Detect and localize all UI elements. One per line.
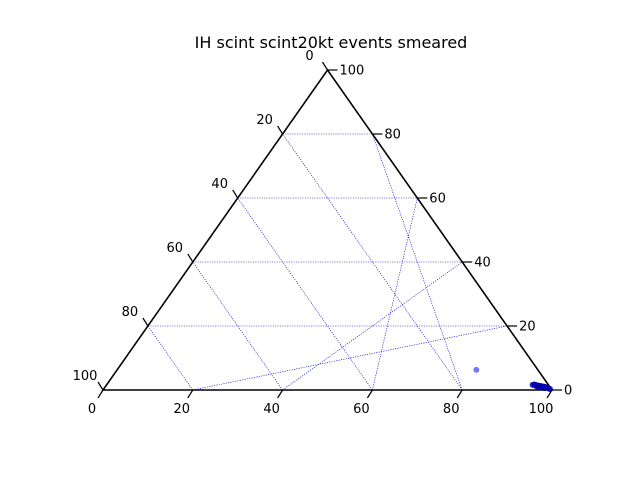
right-tick-label-80: 80 [384, 128, 401, 143]
right-tick-label-60: 60 [429, 192, 446, 207]
left-tick-label-80: 80 [122, 305, 139, 320]
grid-line-bottom-60 [372, 197, 418, 391]
grid-line-bottom-20 [192, 325, 508, 391]
axis-layer [101, 68, 554, 391]
point-layer [473, 366, 553, 393]
data-point-0-15 [546, 386, 553, 393]
bottom-tick-label-20: 20 [174, 402, 191, 417]
grid-line-left-40 [237, 197, 373, 391]
left-tick-80 [142, 317, 149, 327]
right-tick-label-100: 100 [340, 64, 365, 79]
grid-line-bottom-80 [372, 133, 463, 391]
grid-line-left-60 [192, 261, 283, 391]
bottom-tick-0 [97, 389, 104, 399]
right-tick-label-40: 40 [474, 256, 491, 271]
bottom-tick-label-0: 0 [88, 402, 96, 417]
data-point-1-0 [473, 366, 480, 373]
right-tick-label-0: 0 [564, 384, 572, 399]
bottom-tick-20 [187, 389, 194, 399]
left-tick-0 [321, 61, 329, 71]
left-tick-label-100: 100 [73, 369, 98, 384]
bottom-tick-label-80: 80 [443, 402, 460, 417]
bottom-tick-label-40: 40 [263, 402, 280, 417]
left-tick-100 [97, 381, 104, 391]
grid-line-left-80 [147, 325, 194, 391]
left-tick-20 [277, 125, 284, 135]
triangle-frame [101, 68, 554, 391]
left-tick-40 [232, 189, 239, 199]
right-tick-label-20: 20 [519, 320, 536, 335]
left-tick-label-40: 40 [211, 177, 228, 192]
chart-title: IH scint scint20kt events smeared [194, 33, 468, 52]
left-tick-label-20: 20 [256, 113, 273, 128]
bottom-tick-label-60: 60 [353, 402, 370, 417]
bottom-tick-40 [277, 389, 284, 399]
tick-layer: 0 20 40 60 80 100 0 20 40 60 80 100 0 20 40 60 80 100 [73, 49, 573, 417]
bottom-tick-80 [456, 389, 463, 399]
bottom-tick-label-100: 100 [529, 402, 554, 417]
data-point-0-16 [533, 383, 540, 390]
grid-layer [147, 133, 508, 391]
left-tick-label-60: 60 [167, 241, 184, 256]
grid-line-bottom-40 [282, 261, 463, 391]
grid-line-left-20 [282, 133, 463, 391]
left-tick-60 [187, 253, 194, 263]
left-tick-label-0: 0 [305, 49, 313, 64]
bottom-tick-60 [366, 389, 373, 399]
